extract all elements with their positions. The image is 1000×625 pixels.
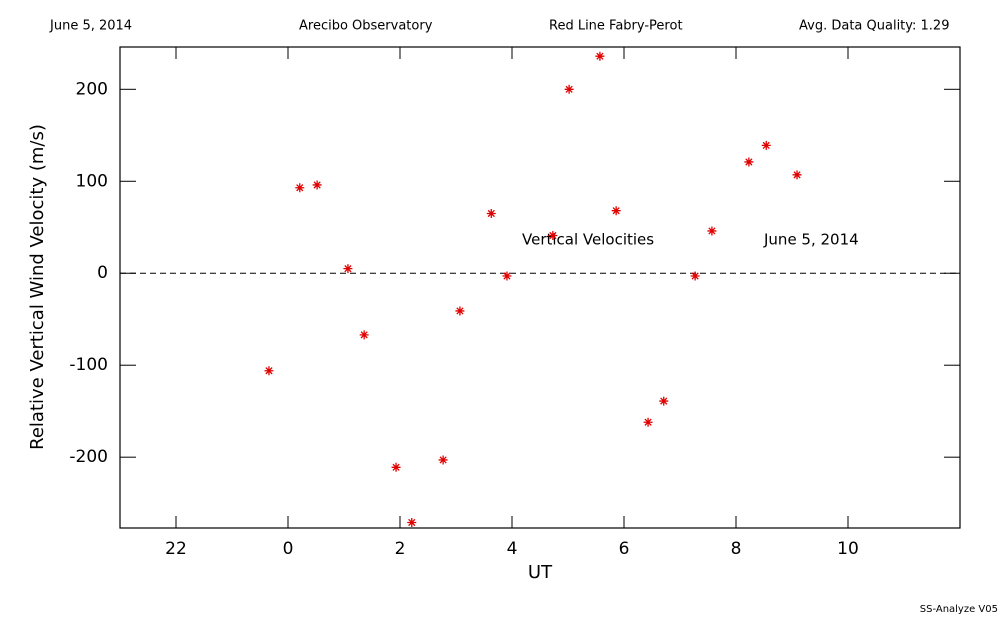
header-instrument: Red Line Fabry-Perot xyxy=(549,19,683,34)
header-site: Arecibo Observatory xyxy=(299,19,433,34)
point xyxy=(264,366,274,376)
plot-frame xyxy=(119,46,961,529)
x-tick-label: 2 xyxy=(395,539,406,559)
point xyxy=(343,264,353,274)
point xyxy=(312,180,322,190)
x-tick-label: 6 xyxy=(619,539,630,559)
header-date: June 5, 2014 xyxy=(49,19,132,34)
point xyxy=(643,417,653,427)
point xyxy=(761,140,771,150)
point xyxy=(659,396,669,406)
point xyxy=(438,455,448,465)
header-quality: Avg. Data Quality: 1.29 xyxy=(799,19,949,34)
y-axis-label: Relative Vertical Wind Velocity (m/s) xyxy=(27,124,48,450)
point xyxy=(295,183,305,193)
point xyxy=(486,208,496,218)
y-tick-label: -200 xyxy=(69,447,108,467)
point xyxy=(707,226,717,236)
point xyxy=(595,51,605,61)
x-tick-label: 10 xyxy=(837,539,859,559)
y-tick-label: -100 xyxy=(69,355,108,375)
x-axis-label: UT xyxy=(528,562,553,583)
point xyxy=(792,170,802,180)
annotation: Vertical Velocities xyxy=(522,231,654,249)
point xyxy=(455,306,465,316)
point xyxy=(744,157,754,167)
point xyxy=(391,462,401,472)
x-tick-label: 4 xyxy=(507,539,518,559)
point xyxy=(564,84,574,94)
annotation: June 5, 2014 xyxy=(763,231,859,249)
y-tick-label: 200 xyxy=(76,79,108,99)
point xyxy=(407,517,417,527)
y-tick-label: 100 xyxy=(76,171,108,191)
x-tick-label: 22 xyxy=(165,539,187,559)
footer: SS-Analyze V05 xyxy=(920,604,998,615)
x-tick-label: 8 xyxy=(731,539,742,559)
y-tick-label: 0 xyxy=(97,263,108,283)
point xyxy=(359,330,369,340)
point xyxy=(611,206,621,216)
point xyxy=(548,231,558,241)
point xyxy=(690,271,700,281)
x-tick-label: 0 xyxy=(283,539,294,559)
point xyxy=(502,271,512,281)
